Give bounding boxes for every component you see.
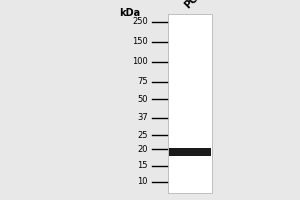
Text: 10: 10: [137, 178, 148, 186]
Bar: [169, 148, 211, 156]
Text: 20: 20: [137, 144, 148, 154]
Text: 250: 250: [132, 18, 148, 26]
Text: 37: 37: [137, 114, 148, 122]
Text: 150: 150: [132, 38, 148, 46]
Bar: [168, 14, 212, 193]
Text: 100: 100: [132, 58, 148, 66]
Text: 75: 75: [137, 77, 148, 86]
Text: 15: 15: [137, 162, 148, 170]
Text: 25: 25: [137, 130, 148, 140]
Text: kDa: kDa: [119, 8, 140, 18]
Text: PC-3: PC-3: [183, 0, 208, 10]
Text: 50: 50: [137, 95, 148, 104]
